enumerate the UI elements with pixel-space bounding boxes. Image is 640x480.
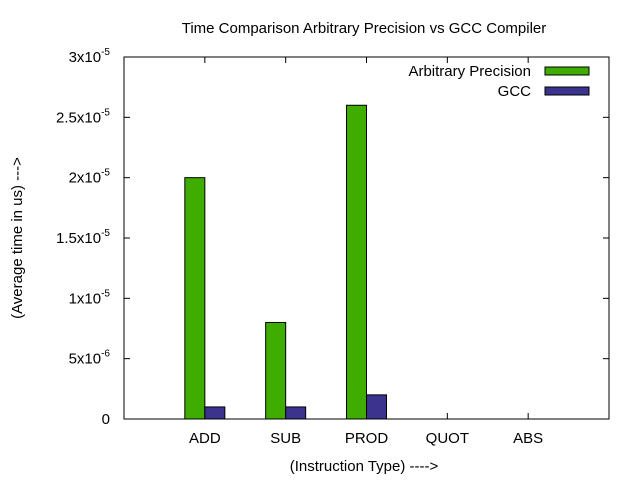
y-tick-label: 2x10-5 [69,168,111,187]
x-axis-label: (Instruction Type) ----> [290,458,439,475]
x-tick-label: ADD [189,430,221,447]
y-axis-label: (Average time in us) ---> [9,157,26,319]
x-tick-label: SUB [270,430,301,447]
y-tick-label: 1x10-5 [69,288,111,307]
legend-swatch [544,66,590,76]
chart-title: Time Comparison Arbitrary Precision vs G… [182,20,547,37]
legend: Arbitrary Precision GCC [408,63,590,100]
bar-prod-gcc [366,394,387,420]
bar-prod-arbitrary-precision [346,104,367,420]
x-tick-label: PROD [345,430,389,447]
y-tick-label: 2.5x10-5 [56,107,110,126]
y-tick-label: 3x10-5 [69,47,111,66]
legend-label: GCC [498,83,532,100]
x-tick-label: ABS [513,430,543,447]
x-tick-label: QUOT [426,430,469,447]
legend-swatch [544,86,590,96]
bar-add-arbitrary-precision [184,177,206,420]
bar-add-gcc [204,406,226,420]
y-tick-label: 5x10-6 [69,349,111,368]
y-tick-label: 1.5x10-5 [56,228,110,247]
bar-sub-gcc [285,406,307,420]
bar-sub-arbitrary-precision [265,321,287,420]
y-tick-label: 0 [102,411,110,428]
legend-label: Arbitrary Precision [408,63,531,80]
plot-area: 0 5x10-6 1x10-5 1.5x10-5 2x10-5 2.5x10-5 3x10-… [56,47,610,447]
